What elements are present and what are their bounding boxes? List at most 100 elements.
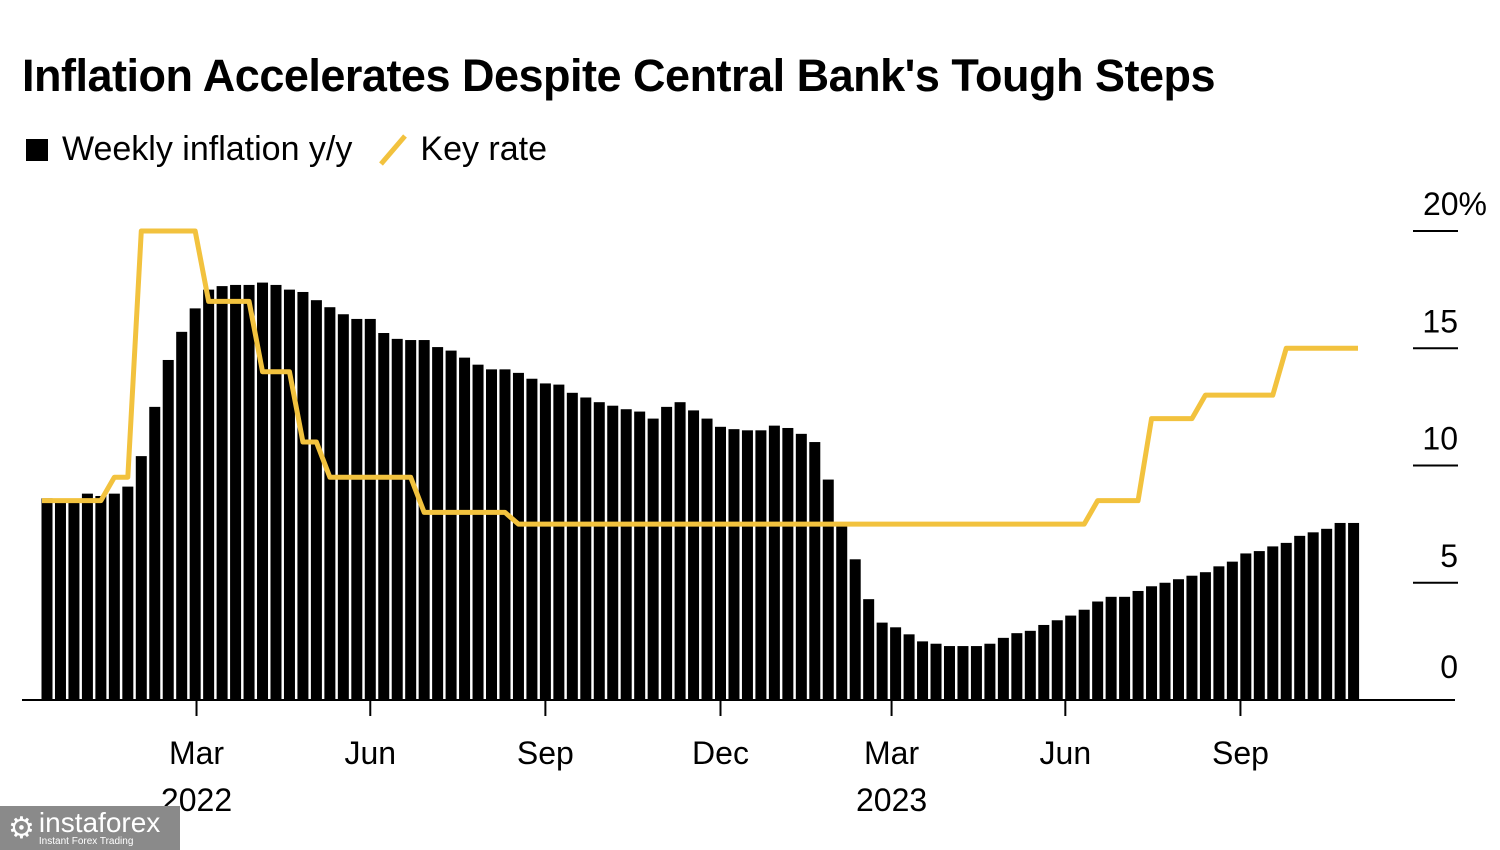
- inflation-bar: [54, 500, 66, 700]
- legend: Weekly inflation y/y Key rate: [26, 130, 547, 169]
- inflation-bar: [1280, 542, 1292, 700]
- inflation-bar: [1159, 582, 1171, 700]
- inflation-bar: [836, 526, 848, 700]
- inflation-bar: [715, 426, 726, 700]
- inflation-bar: [1334, 522, 1346, 700]
- inflation-bar: [782, 427, 794, 700]
- watermark-tagline: Instant Forex Trading: [38, 835, 134, 847]
- inflation-bar: [391, 338, 403, 700]
- inflation-bar: [566, 392, 578, 700]
- inflation-bar: [459, 357, 471, 700]
- inflation-bar: [701, 418, 713, 700]
- gear-logo-icon: ⚙: [8, 811, 35, 845]
- inflation-bar: [149, 406, 161, 700]
- inflation-bar: [1038, 624, 1050, 700]
- inflation-bar: [1213, 566, 1225, 700]
- inflation-bar: [728, 429, 740, 700]
- watermark-logo: ⚙ instaforex Instant Forex Trading: [0, 806, 180, 850]
- inflation-bar: [1253, 551, 1265, 700]
- inflation-bar: [243, 284, 255, 700]
- inflation-bar: [472, 364, 484, 700]
- inflation-bar: [943, 646, 955, 700]
- x-tick-label: Jun: [344, 735, 396, 771]
- y-tick-label: 5: [1440, 538, 1458, 574]
- inflation-bar: [984, 643, 996, 700]
- inflation-bar: [1172, 579, 1184, 700]
- x-tick-label: Mar: [169, 735, 224, 771]
- inflation-bar: [553, 384, 565, 700]
- inflation-bar: [930, 643, 942, 700]
- inflation-bar: [270, 284, 282, 700]
- y-tick-label: 20%: [1423, 186, 1487, 222]
- inflation-bar: [755, 430, 767, 700]
- inflation-bar: [1092, 601, 1104, 700]
- inflation-bar: [1199, 572, 1211, 700]
- y-tick-label: 15: [1422, 303, 1458, 339]
- inflation-bar: [1065, 615, 1077, 700]
- chart-title: Inflation Accelerates Despite Central Ba…: [22, 50, 1216, 101]
- inflation-bar: [230, 284, 242, 700]
- inflation-bar: [970, 646, 982, 700]
- x-tick-year-label: 2023: [856, 782, 927, 818]
- inflation-bar: [1321, 528, 1333, 700]
- inflation-bar: [1011, 633, 1023, 700]
- inflation-bar: [768, 425, 780, 700]
- inflation-bar: [351, 318, 363, 700]
- legend-swatch-inflation: [26, 138, 48, 161]
- watermark-name: instaforex: [38, 806, 161, 838]
- x-tick-label: Jun: [1040, 735, 1092, 771]
- y-tick-label: 10: [1422, 421, 1458, 457]
- inflation-bar: [620, 409, 632, 700]
- inflation-bar: [337, 314, 349, 700]
- y-tick-label: 0: [1440, 649, 1458, 685]
- inflation-bar: [324, 307, 336, 700]
- inflation-bar: [1146, 586, 1158, 700]
- inflation-bar: [957, 646, 969, 700]
- inflation-bar: [674, 402, 686, 700]
- inflation-bar: [310, 300, 322, 700]
- inflation-bar: [1186, 575, 1198, 700]
- inflation-bar: [378, 333, 390, 700]
- inflation-bar: [917, 641, 929, 700]
- inflation-bar: [189, 308, 201, 700]
- x-tick-label: Sep: [1212, 735, 1269, 771]
- inflation-bar: [580, 397, 592, 700]
- inflation-bar: [1294, 535, 1306, 700]
- inflation-bar: [1132, 590, 1144, 700]
- inflation-bar: [809, 442, 821, 700]
- inflation-bar: [688, 410, 700, 700]
- inflation-bar: [95, 495, 107, 700]
- inflation-bar: [1105, 596, 1117, 700]
- inflation-bar: [176, 331, 188, 700]
- x-tick-label: Sep: [517, 735, 574, 771]
- inflation-bar: [1226, 561, 1238, 700]
- key-rate-line: [42, 228, 1358, 527]
- inflation-bar: [863, 599, 875, 700]
- inflation-bar: [795, 433, 807, 700]
- inflation-bar: [257, 282, 269, 700]
- inflation-bar: [162, 359, 174, 700]
- inflation-bar: [122, 486, 134, 700]
- inflation-bar: [41, 498, 53, 700]
- inflation-bar: [203, 289, 215, 700]
- inflation-bar: [81, 493, 93, 700]
- legend-swatch-key-rate: [379, 133, 408, 166]
- inflation-bar: [135, 456, 147, 700]
- inflation-bar: [297, 291, 309, 700]
- inflation-bar: [526, 378, 538, 700]
- inflation-bar: [1240, 553, 1252, 700]
- inflation-bar: [741, 430, 753, 700]
- inflation-bar: [1078, 609, 1090, 700]
- inflation-bar: [216, 286, 228, 700]
- inflation-bar: [634, 411, 646, 700]
- inflation-bar: [1119, 596, 1131, 700]
- inflation-bar: [876, 622, 888, 700]
- inflation-bar: [486, 369, 498, 700]
- inflation-bar: [822, 479, 834, 700]
- legend-label-inflation: Weekly inflation y/y: [62, 130, 353, 168]
- inflation-bar: [364, 318, 376, 700]
- inflation-bar: [903, 634, 915, 700]
- inflation-bar: [849, 559, 861, 700]
- legend-label-key-rate: Key rate: [420, 130, 548, 168]
